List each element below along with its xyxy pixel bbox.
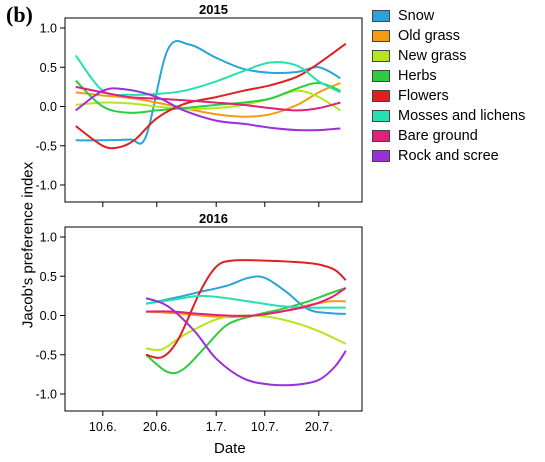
series-line-old-grass xyxy=(75,82,341,118)
x-axis-label: Date xyxy=(214,440,246,457)
series-line-new-grass xyxy=(145,314,347,352)
legend-item-old-grass: Old grass xyxy=(372,26,525,46)
plot-frame xyxy=(64,17,363,203)
legend-label: Flowers xyxy=(398,88,449,104)
y-tick-label: -0.5 xyxy=(35,139,57,153)
y-tick-label: -1.0 xyxy=(35,388,57,402)
legend-swatch xyxy=(372,130,390,142)
x-tick-label: 20.7. xyxy=(305,420,333,434)
legend-swatch xyxy=(372,150,390,162)
legend-swatch xyxy=(372,30,390,42)
y-tick-label: -0.5 xyxy=(35,348,57,362)
panel-label: (b) xyxy=(6,2,33,27)
chart-panel-2016: 2016 1.0 0.5 0.0 -0.5 -1.0 10.6. 20.6. 1.7. 10.7.… xyxy=(35,211,363,434)
legend-swatch xyxy=(372,50,390,62)
series-line-herbs xyxy=(75,79,341,114)
series-line-mosses-and-lichens xyxy=(74,54,341,96)
chart-title: 2015 xyxy=(199,2,228,17)
legend-item-bare-ground: Bare ground xyxy=(372,126,525,146)
legend-label: New grass xyxy=(398,48,467,64)
y-tick-label: 0.5 xyxy=(40,270,57,284)
legend-label: Herbs xyxy=(398,68,437,84)
x-tick-label: 10.7. xyxy=(251,420,279,434)
chart-panel-2015: 2015 1.0 0.5 0.0 -0.5 -1.0 xyxy=(35,2,363,207)
series-line-snow xyxy=(145,275,346,315)
series-line-mosses-and-lichens xyxy=(145,294,346,309)
y-tick-label: -1.0 xyxy=(35,179,57,193)
legend-swatch xyxy=(372,90,390,102)
plot-frame xyxy=(64,226,363,412)
y-tick-label: 0.0 xyxy=(40,100,57,114)
series-line-snow xyxy=(75,40,341,145)
legend-item-herbs: Herbs xyxy=(372,66,525,86)
legend: Snow Old grass New grass Herbs Flowers M… xyxy=(372,6,525,166)
x-tick-label: 1.7. xyxy=(206,420,227,434)
y-tick-label: 0.5 xyxy=(40,61,57,75)
series-line-rock-and-scree xyxy=(75,87,341,132)
legend-item-new-grass: New grass xyxy=(372,46,525,66)
legend-swatch xyxy=(372,110,390,122)
y-axis-label: Jacob's preference index xyxy=(19,161,37,329)
legend-swatch xyxy=(372,70,390,82)
y-tick-label: 1.0 xyxy=(40,231,57,245)
series-line-rock-and-scree xyxy=(145,297,347,387)
y-tick-label: 0.0 xyxy=(40,309,57,323)
series-line-herbs xyxy=(145,287,347,375)
legend-item-rock-and-scree: Rock and scree xyxy=(372,146,525,166)
x-tick-label: 10.6. xyxy=(89,420,117,434)
series-line-flowers xyxy=(145,259,347,359)
legend-label: Snow xyxy=(398,8,435,24)
series-line-flowers xyxy=(75,42,347,150)
legend-label: Old grass xyxy=(398,28,461,44)
legend-label: Rock and scree xyxy=(398,148,499,164)
legend-item-snow: Snow xyxy=(372,6,525,26)
series-line-new-grass xyxy=(75,89,341,112)
chart-title: 2016 xyxy=(199,211,228,226)
legend-item-flowers: Flowers xyxy=(372,86,525,106)
legend-label: Mosses and lichens xyxy=(398,108,526,124)
x-tick-label: 20.6. xyxy=(143,420,171,434)
legend-label: Bare ground xyxy=(398,128,478,144)
legend-swatch xyxy=(372,10,390,22)
series-line-bare-ground xyxy=(145,287,347,317)
series-line-bare-ground xyxy=(75,85,341,112)
y-tick-label: 1.0 xyxy=(40,22,57,36)
legend-item-mosses-and-lichens: Mosses and lichens xyxy=(372,106,525,126)
